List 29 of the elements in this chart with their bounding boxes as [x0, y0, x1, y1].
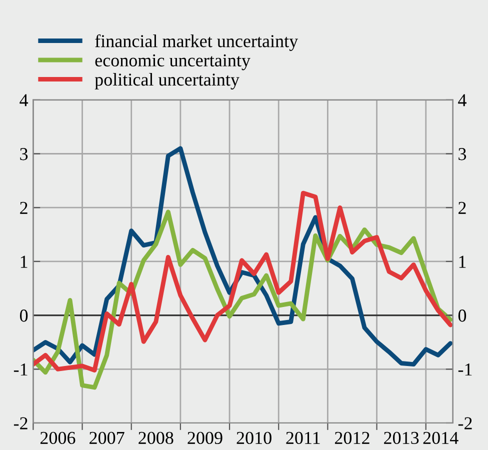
line-series [33, 210, 453, 390]
x-tick-label: 2013 [384, 432, 419, 444]
x-tick-label: 2008 [138, 432, 174, 444]
y-tick-label: -2 [14, 417, 28, 430]
x-tick-label: 2010 [236, 432, 272, 444]
y2-tick-label: 1 [459, 256, 466, 268]
y-tick-label: -1 [14, 363, 28, 376]
legend-label: economic uncertainty [95, 54, 250, 70]
x-tick-label: 2006 [40, 432, 76, 444]
y2-tick-label: -1 [458, 363, 472, 376]
line-series [33, 146, 453, 367]
y2-tick-label: 2 [458, 202, 466, 214]
x-tick-label: 2007 [90, 432, 124, 444]
y-tick-label: 0 [20, 310, 28, 322]
y-tick-label: 4 [20, 94, 28, 106]
y2-tick-label: 3 [458, 148, 466, 160]
y-tick-label: 1 [20, 256, 28, 268]
x-tick-label: 2009 [188, 432, 222, 444]
y2-tick-label: 0 [458, 310, 466, 322]
legend-label: political uncertainty [94, 73, 240, 90]
x-tick-label: 2011 [286, 432, 320, 444]
y2-tick-label: -2 [458, 417, 472, 430]
x-tick-label: 2012 [334, 432, 370, 444]
y-tick-label: 3 [20, 148, 28, 160]
line-series [33, 190, 453, 372]
x-tick-label: 2014 [423, 432, 458, 444]
y-tick-label: 2 [20, 202, 28, 214]
legend-label: financial market uncertainty [95, 34, 298, 51]
y2-tick-label: 4 [458, 94, 466, 106]
